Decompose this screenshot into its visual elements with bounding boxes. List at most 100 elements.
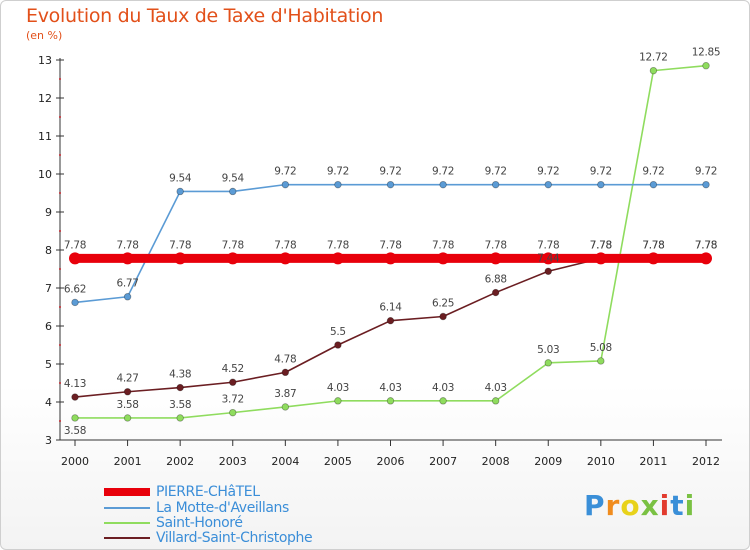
data-point — [437, 252, 450, 265]
data-label: 3.58 — [116, 399, 138, 411]
x-tick-label: 2007 — [429, 455, 457, 468]
data-point — [279, 252, 292, 265]
data-point — [229, 408, 237, 417]
logo-letter: r — [605, 489, 621, 522]
data-label: 6.25 — [432, 298, 454, 310]
y-tick-label: 6 — [45, 320, 52, 333]
data-label: 12.85 — [692, 47, 721, 59]
data-point — [594, 252, 607, 265]
data-label: 3.58 — [169, 399, 191, 411]
data-label: 9.72 — [327, 166, 349, 178]
data-label: 7.78 — [274, 239, 296, 251]
data-label: 4.03 — [327, 382, 349, 394]
proxiti-logo: Proxiti — [584, 489, 695, 522]
data-label: 4.03 — [379, 382, 401, 394]
data-point — [491, 288, 500, 297]
data-point — [700, 252, 712, 265]
data-label: 6.88 — [485, 274, 507, 286]
data-label: 3.58 — [64, 425, 86, 437]
x-tick-label: 2004 — [271, 455, 299, 468]
data-point — [489, 252, 502, 265]
x-tick-label: 2006 — [377, 455, 405, 468]
x-tick-label: 2010 — [587, 455, 615, 468]
data-point — [176, 414, 184, 422]
x-tick-label: 2003 — [219, 455, 247, 468]
data-point — [386, 397, 395, 405]
legend-item-pierre-chatel: PIERRE-CHâTEL — [104, 484, 260, 500]
data-label: 7.78 — [222, 239, 244, 251]
data-label: 9.72 — [537, 166, 559, 178]
data-point — [71, 393, 79, 401]
data-label: 7.44 — [537, 252, 560, 264]
data-label: 7.78 — [642, 239, 664, 251]
x-tick-label: 2012 — [692, 455, 720, 468]
data-label: 7.78 — [537, 239, 559, 251]
logo-letter: o — [620, 489, 641, 522]
y-tick-label: 13 — [38, 54, 52, 67]
logo-letter: P — [584, 489, 606, 522]
x-tick-label: 2011 — [639, 455, 667, 468]
data-point — [439, 397, 447, 405]
data-label: 5.03 — [537, 344, 559, 356]
data-point — [597, 180, 605, 189]
legend-swatch — [104, 537, 150, 539]
data-label: 9.54 — [169, 172, 192, 184]
data-label: 5.5 — [330, 326, 346, 338]
data-point — [229, 187, 237, 196]
data-point — [281, 368, 290, 377]
data-point — [121, 252, 134, 265]
data-label: 4.13 — [64, 378, 86, 390]
data-label: 6.77 — [116, 278, 138, 290]
data-point — [439, 180, 447, 189]
data-point — [386, 180, 395, 189]
x-tick-label: 2005 — [324, 455, 352, 468]
y-tick-label: 3 — [45, 434, 52, 447]
data-point — [226, 252, 239, 265]
data-label: 9.54 — [222, 172, 245, 184]
data-label: 7.78 — [116, 239, 138, 251]
data-label: 7.78 — [695, 239, 717, 251]
data-label: 4.78 — [274, 353, 296, 365]
data-point — [281, 403, 290, 411]
legend-swatch — [104, 488, 150, 496]
y-tick-label: 8 — [45, 244, 52, 257]
logo-letter: x — [640, 489, 660, 522]
data-label: 9.72 — [695, 166, 717, 178]
data-label: 3.87 — [274, 388, 296, 400]
x-tick-label: 2000 — [61, 455, 89, 468]
data-point — [71, 298, 79, 307]
data-label: 4.03 — [485, 382, 507, 394]
data-label: 7.78 — [590, 239, 612, 251]
data-point — [491, 180, 500, 189]
x-tick-label: 2001 — [114, 455, 142, 468]
data-label: 7.78 — [327, 239, 349, 251]
legend-item-saint-honore: Saint-Honoré — [104, 515, 243, 531]
data-label: 7.78 — [432, 239, 454, 251]
data-point — [542, 252, 555, 265]
y-tick-label: 5 — [45, 358, 52, 371]
chart-title: Evolution du Taux de Taxe d'Habitation — [26, 5, 384, 27]
data-point — [544, 359, 552, 367]
y-tick-label: 4 — [45, 396, 52, 409]
data-label: 4.27 — [116, 373, 138, 385]
data-label: 7.78 — [169, 239, 191, 251]
data-point — [334, 180, 342, 189]
data-label: 9.72 — [379, 166, 401, 178]
data-label: 9.72 — [590, 166, 612, 178]
data-point — [123, 414, 132, 422]
x-tick-label: 2008 — [482, 455, 510, 468]
data-label: 9.72 — [432, 166, 454, 178]
data-label: 9.72 — [274, 166, 296, 178]
data-point — [544, 180, 552, 189]
data-label: 12.72 — [639, 52, 668, 64]
data-point — [71, 414, 79, 422]
data-point — [491, 397, 500, 405]
data-point — [331, 252, 344, 265]
data-label: 4.38 — [169, 369, 191, 381]
data-point — [702, 61, 710, 70]
data-point — [176, 383, 184, 392]
x-tick-label: 2009 — [534, 455, 562, 468]
logo-letter: i — [659, 489, 671, 522]
logo-letter: i — [684, 489, 696, 522]
